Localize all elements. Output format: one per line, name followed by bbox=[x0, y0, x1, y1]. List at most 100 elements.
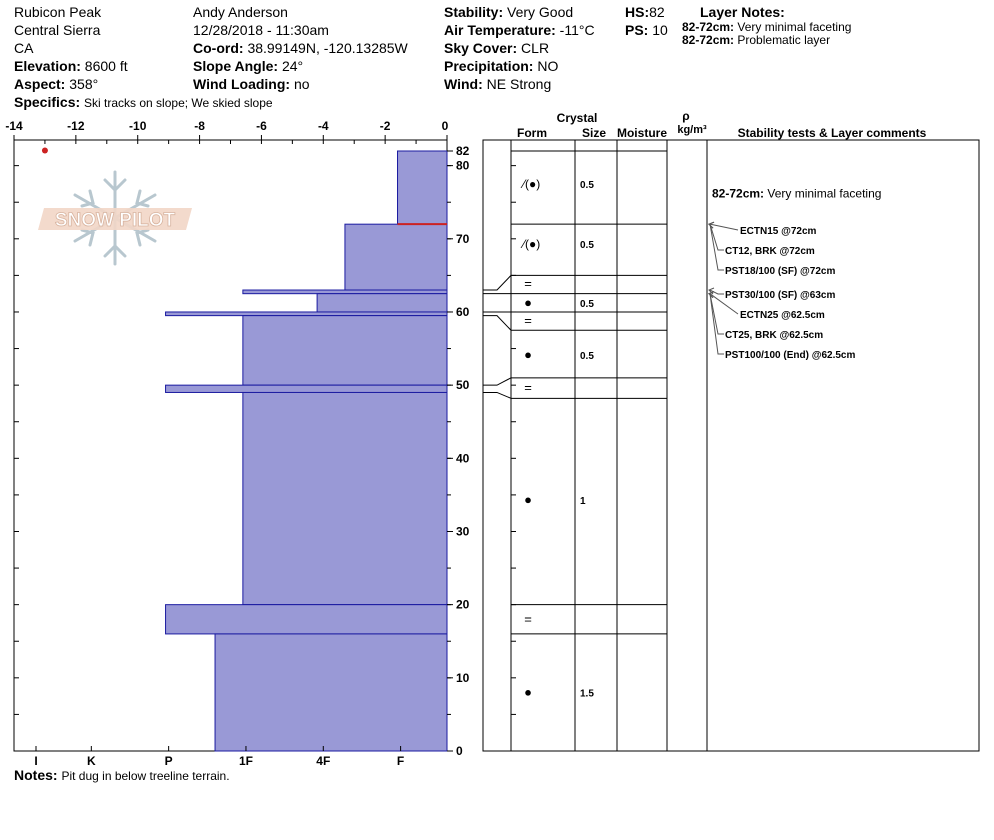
crystal-header: Crystal bbox=[557, 111, 598, 125]
aspect-value: 358° bbox=[69, 76, 99, 92]
depth-tick-label: 82 bbox=[456, 144, 470, 158]
depth-tick-label: 0 bbox=[456, 744, 463, 758]
layer-note-item: 82-72cm: Problematic layer bbox=[682, 33, 831, 47]
depth-connector bbox=[483, 391, 512, 399]
hardness-layer bbox=[316, 293, 448, 313]
hardness-tick-label: F bbox=[397, 754, 404, 768]
stability-test: ECTN15 @72cm bbox=[740, 226, 817, 237]
rho-header: ρ bbox=[682, 109, 689, 123]
layer-notes-title: Layer Notes: bbox=[700, 4, 785, 20]
sky-value: CLR bbox=[521, 40, 550, 56]
stability-test: CT12, BRK @72cm bbox=[725, 246, 815, 257]
layer-table: Crystal Form Size Moisture ρ kg/m³ Stabi… bbox=[482, 109, 980, 752]
hardness-tick-label: P bbox=[165, 754, 173, 768]
elevation-row: Elevation: 8600 ft bbox=[14, 58, 128, 74]
temp-tick-label: -2 bbox=[380, 119, 391, 133]
form-header: Form bbox=[517, 126, 547, 140]
coord-value: 38.99149N, -120.13285W bbox=[247, 40, 408, 56]
density-unit-header: kg/m³ bbox=[677, 124, 707, 136]
hs-row: HS:82 bbox=[625, 4, 665, 20]
depth-tick-label: 70 bbox=[456, 232, 470, 246]
grain-size: 1 bbox=[580, 496, 586, 507]
stability-comments-header: Stability tests & Layer comments bbox=[738, 126, 927, 140]
notes-row: Notes: Pit dug in below treeline terrain… bbox=[14, 766, 230, 785]
hardness-layer bbox=[344, 223, 448, 291]
depth-connector bbox=[483, 377, 512, 386]
temp-tick-label: -14 bbox=[5, 119, 23, 133]
stability-arrow bbox=[709, 224, 724, 271]
depth-connector bbox=[483, 315, 512, 331]
specifics-value: Ski tracks on slope; We skied slope bbox=[84, 96, 273, 110]
hardness-tick-label: K bbox=[87, 754, 96, 768]
size-header: Size bbox=[582, 126, 606, 140]
grain-form: ● bbox=[524, 492, 532, 507]
observation-datetime: 12/28/2018 - 11:30am bbox=[193, 22, 329, 38]
temp-tick-label: -12 bbox=[67, 119, 85, 133]
location: Rubicon Peak bbox=[14, 4, 102, 20]
depth-connector bbox=[483, 275, 512, 291]
slope-row: Slope Angle: 24° bbox=[193, 58, 304, 74]
site-info: Rubicon Peak Central Sierra CA Elevation… bbox=[14, 3, 273, 112]
stability-test: PST18/100 (SF) @72cm bbox=[725, 266, 835, 277]
stability-arrow bbox=[709, 293, 724, 355]
wind-loading-value: no bbox=[293, 76, 310, 92]
hardness-tick-label: I bbox=[34, 754, 37, 768]
layer-comment: 82-72cm: Very minimal faceting bbox=[712, 186, 881, 200]
snowpilot-logo: SNOW PILOT bbox=[38, 170, 192, 266]
grain-size: 0.5 bbox=[580, 180, 594, 191]
hardness-layer bbox=[242, 391, 448, 606]
wind-loading-row: Wind Loading: no bbox=[193, 76, 310, 92]
stability-value: Very Good bbox=[507, 4, 574, 20]
ps-row: PS: 10 bbox=[625, 22, 668, 38]
grain-form: = bbox=[524, 380, 532, 395]
temp-tick-label: -8 bbox=[194, 119, 205, 133]
hardness-layer bbox=[165, 384, 448, 393]
grain-size: 0.5 bbox=[580, 240, 594, 251]
layer-note-item: 82-72cm: Very minimal faceting bbox=[682, 20, 852, 34]
grain-form: = bbox=[524, 611, 532, 626]
observer-name: Andy Anderson bbox=[193, 4, 288, 20]
aspect-row: Aspect: 358° bbox=[14, 76, 99, 92]
grain-form: = bbox=[524, 313, 532, 328]
stability-arrow bbox=[709, 293, 724, 335]
grain-form: ● bbox=[524, 684, 532, 699]
stability-row: Stability: Very Good bbox=[444, 4, 574, 20]
temp-tick-label: -4 bbox=[318, 119, 329, 133]
ps-value: 10 bbox=[652, 22, 668, 38]
grain-form: = bbox=[524, 276, 532, 291]
depth-tick-label: 30 bbox=[456, 524, 470, 538]
air-temp-value: -11°C bbox=[559, 22, 595, 38]
arrow-head-icon bbox=[708, 291, 715, 299]
wind-value: NE Strong bbox=[486, 76, 552, 92]
depth-tick-label: 20 bbox=[456, 598, 470, 612]
temp-tick-label: 0 bbox=[442, 119, 449, 133]
depth-tick-label: 40 bbox=[456, 451, 470, 465]
slope-value: 24° bbox=[281, 58, 304, 74]
stability-test: ECTN25 @62.5cm bbox=[740, 310, 825, 321]
hardness-layer bbox=[214, 633, 448, 752]
grain-form: ⁄(●) bbox=[520, 177, 540, 191]
hs-value: 82 bbox=[649, 4, 665, 20]
sky-row: Sky Cover: CLR bbox=[444, 40, 550, 56]
depth-info: HS:82 PS: 10 bbox=[625, 3, 668, 39]
conditions-info: Stability: Very Good Air Temperature: -1… bbox=[444, 3, 595, 93]
moisture-header: Moisture bbox=[617, 126, 667, 140]
range: Central Sierra bbox=[14, 22, 101, 38]
grain-size: 0.5 bbox=[580, 299, 594, 310]
wind-row: Wind: NE Strong bbox=[444, 76, 552, 92]
stability-test: PST100/100 (End) @62.5cm bbox=[725, 350, 855, 361]
hardness-layer bbox=[242, 289, 448, 295]
depth-tick-label: 50 bbox=[456, 378, 470, 392]
grain-size: 1.5 bbox=[580, 688, 594, 699]
temp-tick-label: -10 bbox=[129, 119, 147, 133]
stability-arrow bbox=[709, 293, 739, 315]
grain-form: ⁄(●) bbox=[520, 237, 540, 251]
temp-tick-label: -6 bbox=[256, 119, 267, 133]
arrow-head-icon bbox=[708, 221, 715, 229]
depth-tick-label: 10 bbox=[456, 671, 470, 685]
depth-tick-label: 80 bbox=[456, 159, 470, 173]
state: CA bbox=[14, 40, 34, 56]
layer-table-frame bbox=[482, 139, 980, 752]
